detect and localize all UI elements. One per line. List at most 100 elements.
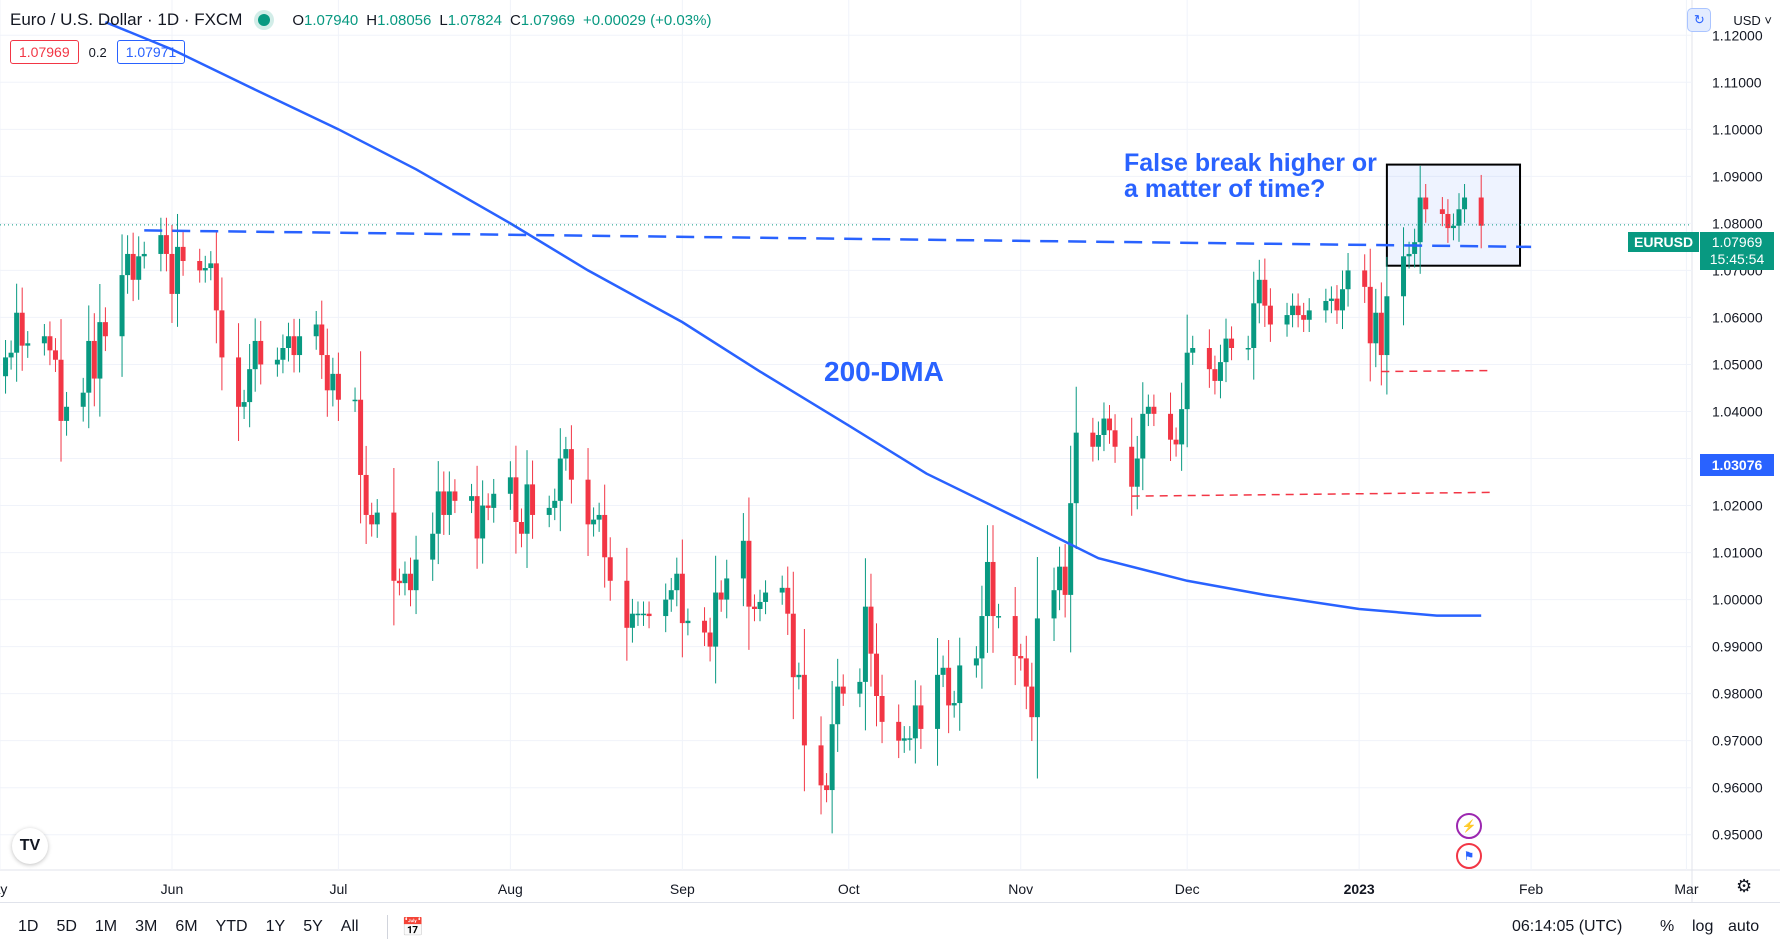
tradingview-logo-icon[interactable]: TV bbox=[12, 828, 48, 864]
open-label: O bbox=[292, 11, 305, 29]
candle-body bbox=[435, 491, 441, 534]
x-tick-label: Feb bbox=[1519, 881, 1543, 897]
candle-body bbox=[1401, 256, 1407, 297]
lightning-event-icon[interactable]: ⚡ bbox=[1456, 813, 1482, 839]
candle-body bbox=[602, 514, 608, 558]
candle-body bbox=[635, 613, 641, 616]
buy-price-button[interactable]: 1.07971 bbox=[116, 40, 186, 64]
currency-selector[interactable]: USD ˅ bbox=[1733, 13, 1772, 28]
sell-price-button[interactable]: 1.07969 bbox=[10, 40, 79, 64]
candle-body bbox=[718, 592, 724, 600]
y-tick-label: 1.02000 bbox=[1712, 498, 1763, 514]
question-line-2: a matter of time? bbox=[1124, 175, 1326, 203]
candle-body bbox=[857, 681, 863, 694]
candle-body bbox=[679, 573, 685, 624]
range-ytd[interactable]: YTD bbox=[215, 918, 248, 935]
candle-body bbox=[358, 399, 364, 475]
range-5d[interactable]: 5D bbox=[56, 918, 77, 935]
candle-body bbox=[8, 352, 14, 358]
candle-body bbox=[64, 406, 70, 421]
y-tick-label: 1.04000 bbox=[1712, 403, 1763, 419]
high-label: H bbox=[366, 11, 378, 29]
gear-icon[interactable]: ⚙ bbox=[1736, 876, 1753, 896]
candle-body bbox=[236, 357, 242, 407]
range-5y[interactable]: 5Y bbox=[303, 918, 323, 935]
candle-body bbox=[1367, 286, 1373, 344]
y-tick-label: 0.98000 bbox=[1712, 686, 1763, 702]
candle-body bbox=[702, 620, 708, 633]
candle-body bbox=[979, 616, 985, 659]
y-tick-label: 1.10000 bbox=[1712, 121, 1763, 137]
candle-body bbox=[446, 491, 452, 515]
question-annotation: False break higher or a matter of time? bbox=[1124, 150, 1444, 202]
currency-label: USD bbox=[1733, 12, 1761, 28]
x-tick-label: Mar bbox=[1674, 881, 1698, 897]
candle-body bbox=[1223, 338, 1229, 363]
utc-clock[interactable]: 06:14:05 (UTC) bbox=[1512, 918, 1623, 935]
candle-body bbox=[441, 491, 447, 515]
candle-body bbox=[485, 505, 491, 508]
annotation-lines bbox=[144, 229, 1532, 497]
time-axis[interactable]: ay Jun Jul Aug Sep Oct Nov Dec 2023 Feb Mar bbox=[0, 881, 1699, 897]
low-value: 1.07824 bbox=[447, 11, 502, 29]
range-6m[interactable]: 6M bbox=[175, 918, 198, 935]
price-axis[interactable]: 1.120001.110001.100001.090001.080001.070… bbox=[1712, 27, 1763, 842]
candle-body bbox=[480, 505, 486, 539]
candle-body bbox=[352, 399, 358, 402]
range-1y[interactable]: 1Y bbox=[265, 918, 286, 935]
candle-body bbox=[1412, 242, 1418, 254]
dma-series bbox=[104, 20, 1482, 617]
candle-body bbox=[996, 616, 1002, 618]
candle-body bbox=[241, 402, 247, 407]
log-toggle[interactable]: log bbox=[1692, 918, 1714, 935]
candle-body bbox=[136, 256, 142, 280]
candle-body bbox=[396, 580, 402, 584]
price-chart[interactable]: 1.120001.110001.100001.090001.080001.070… bbox=[0, 0, 1780, 902]
range-3m[interactable]: 3M bbox=[135, 918, 158, 935]
candle-body bbox=[1090, 432, 1096, 447]
candle-body bbox=[80, 392, 86, 407]
percent-toggle[interactable]: % bbox=[1660, 918, 1675, 935]
symbol-title[interactable]: Euro / U.S. Dollar · 1D · FXCM bbox=[10, 10, 243, 29]
candle-body bbox=[213, 263, 219, 311]
candle-body bbox=[1190, 348, 1196, 353]
range-1d[interactable]: 1D bbox=[18, 918, 39, 935]
candle-body bbox=[624, 580, 630, 628]
range-1m[interactable]: 1M bbox=[94, 918, 118, 935]
candle-body bbox=[1306, 310, 1312, 320]
candle-body bbox=[1301, 315, 1307, 320]
candle-body bbox=[1023, 658, 1029, 687]
candle-body bbox=[907, 738, 913, 740]
candle-body bbox=[1417, 197, 1423, 243]
toolbar-divider bbox=[386, 915, 388, 939]
candle-body bbox=[568, 449, 574, 480]
candle-body bbox=[1095, 435, 1101, 447]
candle-body bbox=[335, 373, 341, 400]
candle-body bbox=[790, 613, 796, 678]
candle-body bbox=[557, 458, 563, 501]
auto-toggle[interactable]: auto bbox=[1728, 918, 1760, 935]
candle-body bbox=[840, 686, 846, 694]
range-all[interactable]: All bbox=[340, 918, 359, 935]
x-tick-label: Jul bbox=[329, 881, 347, 897]
open-value: 1.07940 bbox=[304, 11, 359, 29]
x-tick-label: Aug bbox=[498, 881, 523, 897]
goto-date-icon[interactable]: 📅 bbox=[401, 916, 424, 937]
candle-body bbox=[125, 253, 131, 276]
refresh-icon[interactable]: ↻ bbox=[1687, 8, 1712, 32]
candle-body bbox=[829, 724, 835, 791]
us-flag-event-icon[interactable]: ⚑ bbox=[1456, 843, 1482, 869]
last-price-value: 1.07969 bbox=[1711, 234, 1763, 250]
candle-body bbox=[1012, 616, 1018, 657]
candle-body bbox=[119, 275, 125, 337]
y-tick-label: 1.05000 bbox=[1712, 356, 1763, 372]
candle-body bbox=[946, 667, 952, 706]
candle-body bbox=[563, 449, 569, 459]
candle-body bbox=[1445, 213, 1451, 229]
candle-body bbox=[474, 496, 480, 539]
candle-body bbox=[1107, 418, 1113, 431]
candle-body bbox=[585, 479, 591, 525]
candle-body bbox=[530, 484, 536, 515]
candle-body bbox=[1290, 305, 1296, 316]
